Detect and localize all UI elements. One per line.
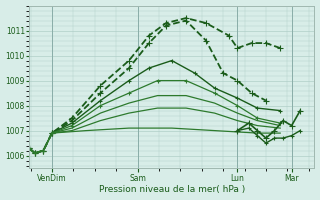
X-axis label: Pression niveau de la mer( hPa ): Pression niveau de la mer( hPa )	[99, 185, 245, 194]
